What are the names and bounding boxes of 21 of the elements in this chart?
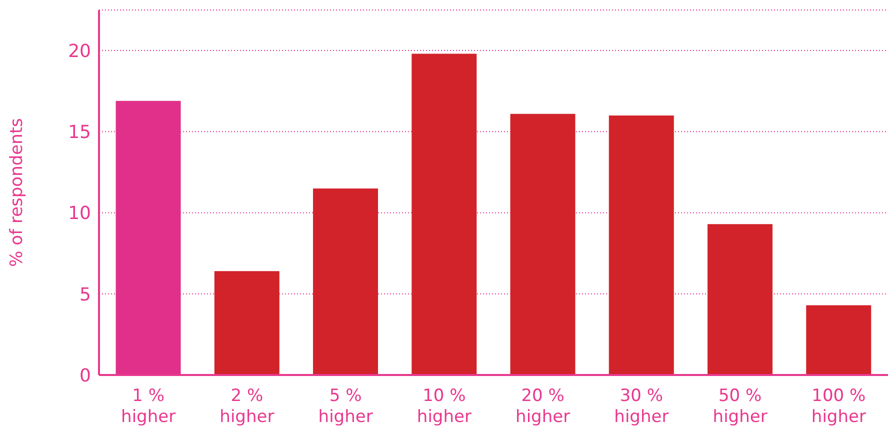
x-tick-label: 10 % higher xyxy=(416,386,472,427)
y-tick-label: 15 xyxy=(68,122,91,144)
x-tick-label: 1 % higher xyxy=(121,386,176,427)
x-tick-label: 5 % higher xyxy=(318,386,373,427)
x-tick-label: 20 % higher xyxy=(516,386,570,427)
x-tick-label: 100 % higher xyxy=(811,386,866,427)
bar xyxy=(313,188,378,375)
bar xyxy=(214,271,280,375)
bar xyxy=(412,54,477,375)
bar xyxy=(510,114,576,375)
y-tick-label: 5 xyxy=(80,284,91,306)
y-tick-label: 10 xyxy=(68,203,91,224)
x-tick-label: 50 % higher xyxy=(712,386,768,427)
y-tick-label: 0 xyxy=(80,365,91,386)
y-tick-label: 20 xyxy=(68,40,91,62)
y-axis-title: % of respondents xyxy=(7,118,28,267)
bar xyxy=(708,224,773,375)
bar xyxy=(608,115,674,375)
x-tick-label: 2 % higher xyxy=(220,386,274,427)
bar xyxy=(806,305,872,375)
x-tick-label: 30 % higher xyxy=(614,386,669,427)
